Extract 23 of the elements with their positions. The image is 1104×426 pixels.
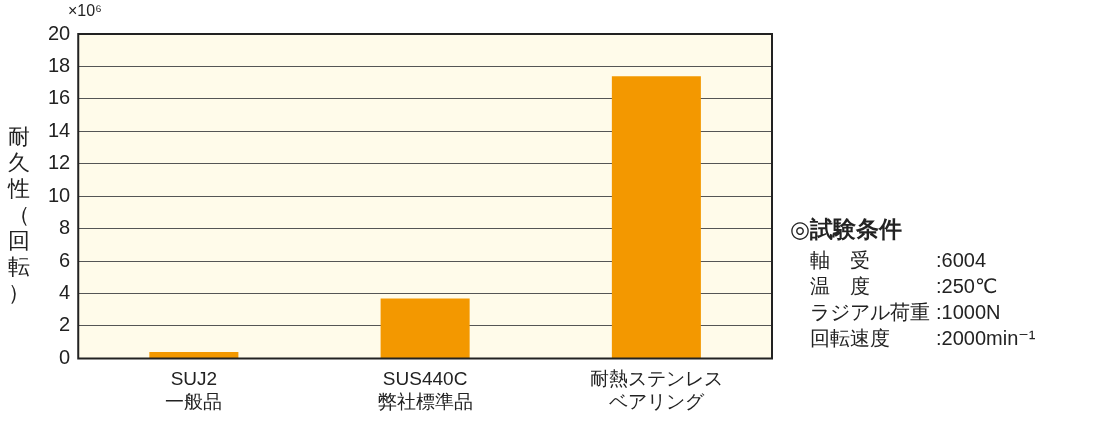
text: ×10⁶	[68, 2, 102, 20]
text: ラジアル荷重 :1000N	[810, 300, 1002, 325]
bar	[380, 298, 470, 358]
text: ◎試験条件	[790, 215, 904, 244]
x-tick-label: SUJ2 一般品	[165, 368, 223, 412]
x-tick-label: 耐熱ステンレスベアリング	[589, 368, 723, 412]
y-tick-label: 8	[59, 216, 71, 239]
y-tick-label: 18	[48, 53, 71, 76]
y-axis-title: 耐久性（回転）	[6, 124, 31, 306]
y-tick-label: 16	[48, 86, 71, 109]
y-tick-label: 12	[48, 151, 71, 174]
y-tick-label: 14	[48, 118, 71, 141]
text: 回転速度 :2000min⁻¹	[810, 327, 1036, 349]
bar	[611, 76, 701, 358]
y-tick-label: 6	[59, 248, 71, 271]
y-tick-label: 0	[59, 345, 71, 368]
text: 軸 受 :6004	[810, 249, 987, 271]
y-tick-label: 20	[48, 21, 71, 44]
y-tick-label: 4	[59, 281, 71, 304]
y-tick-label: 10	[48, 183, 71, 206]
y-tick-label: 2	[59, 313, 71, 336]
x-tick-label: SUS440C 弊社標準品	[377, 368, 473, 412]
text: 温 度 :250℃	[810, 275, 998, 297]
